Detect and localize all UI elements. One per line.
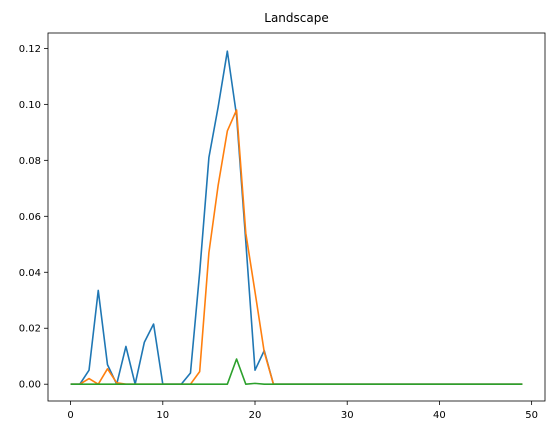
x-tick-label: 0 <box>67 410 73 421</box>
series-line-3 <box>70 358 523 386</box>
x-tick-label: 50 <box>525 410 538 421</box>
x-axis-ticks: 0 10 20 30 40 50 <box>67 401 538 421</box>
y-tick-label: 0.04 <box>19 268 41 279</box>
y-tick-label: 0.10 <box>19 100 41 111</box>
series-layer <box>70 50 523 386</box>
series-line-1 <box>70 50 523 386</box>
x-tick-label: 30 <box>341 410 354 421</box>
y-tick-label: 0.12 <box>19 44 41 55</box>
y-tick-label: 0.02 <box>19 324 41 335</box>
y-tick-label: 0.00 <box>19 380 41 391</box>
chart-title: Landscape <box>264 11 328 25</box>
x-tick-label: 10 <box>156 410 169 421</box>
x-tick-label: 20 <box>249 410 262 421</box>
x-tick-label: 40 <box>433 410 446 421</box>
series-line-2 <box>70 109 523 386</box>
y-tick-label: 0.08 <box>19 156 41 167</box>
y-tick-label: 0.06 <box>19 212 41 223</box>
y-axis-ticks: 0.00 0.02 0.04 0.06 0.08 0.10 0.12 <box>19 44 48 391</box>
plot-frame <box>47 32 546 402</box>
